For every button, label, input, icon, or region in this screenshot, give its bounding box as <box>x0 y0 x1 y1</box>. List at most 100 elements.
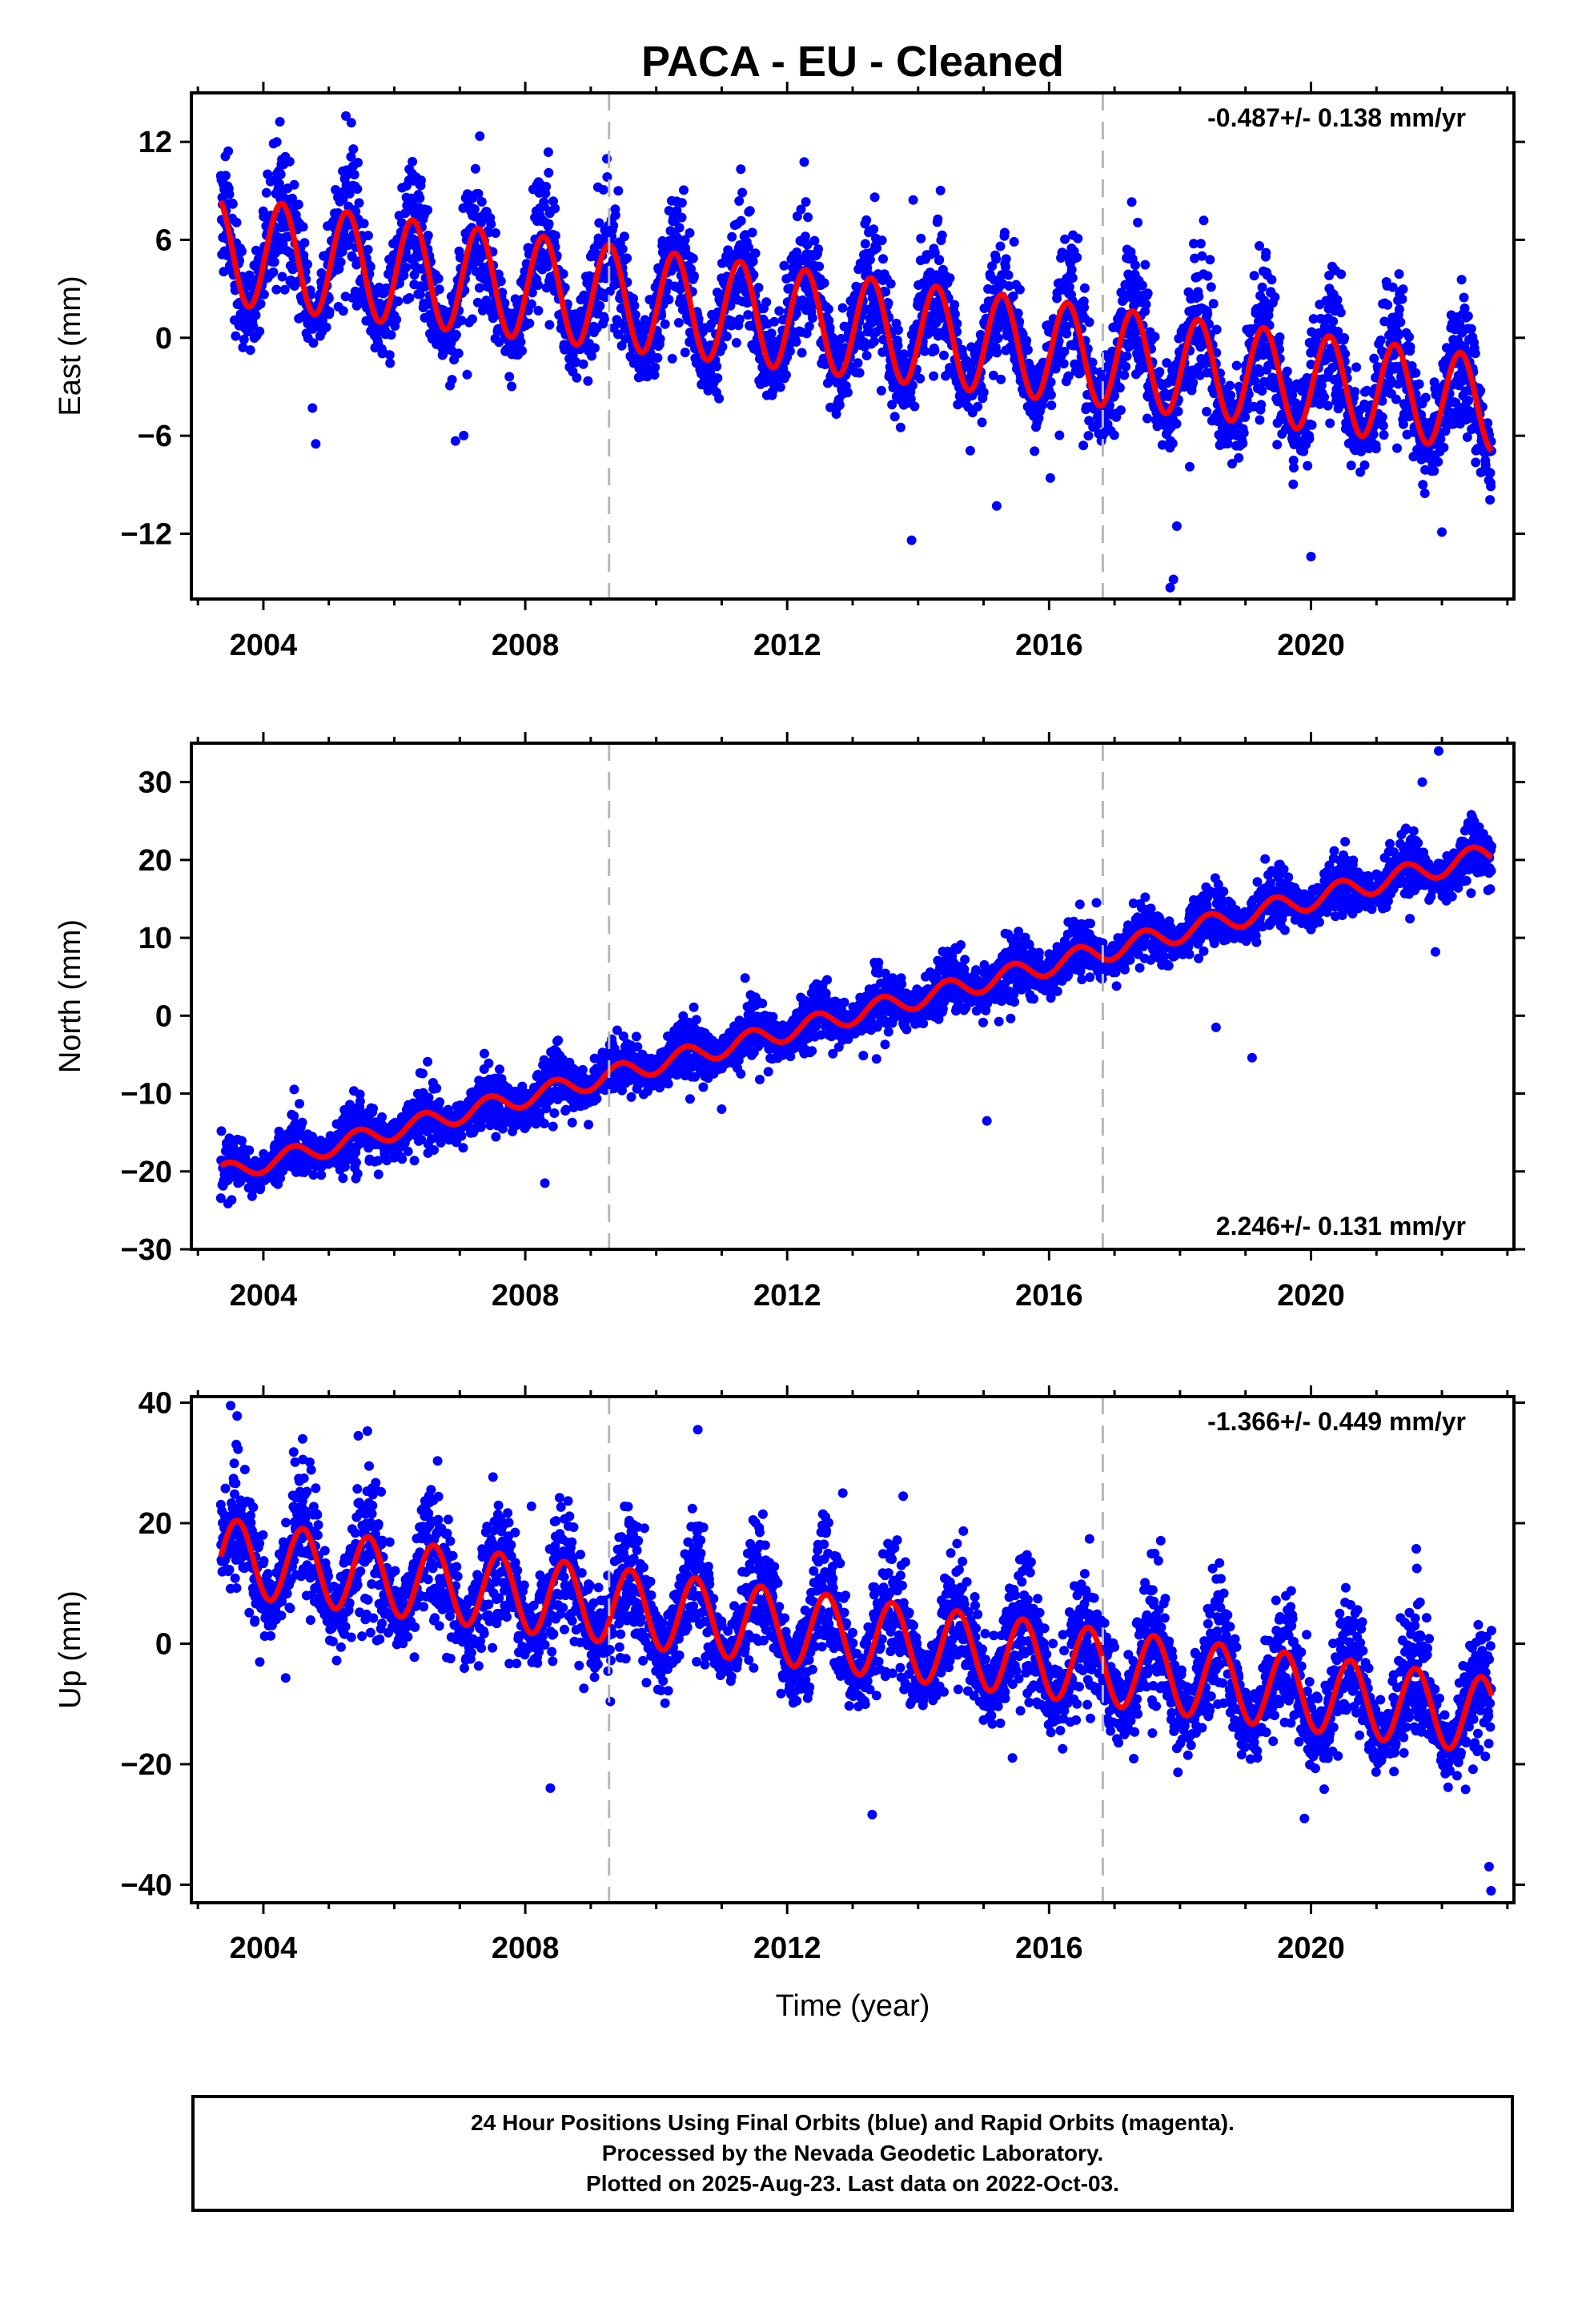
data-point <box>1167 438 1178 448</box>
data-point <box>248 321 259 331</box>
data-point <box>271 137 282 147</box>
data-point <box>945 273 955 283</box>
data-point <box>1272 440 1283 450</box>
data-point <box>368 1104 378 1114</box>
data-point <box>1485 495 1496 505</box>
data-point <box>1257 386 1267 396</box>
figure-title: PACA - EU - Cleaned <box>641 38 1064 86</box>
data-point <box>1203 271 1213 281</box>
data-point <box>352 184 363 194</box>
data-point <box>347 251 357 262</box>
data-point <box>766 328 777 339</box>
data-point <box>504 372 515 382</box>
data-point <box>887 400 897 410</box>
data-point <box>571 357 581 367</box>
data-point <box>819 278 829 288</box>
data-point <box>1275 332 1285 342</box>
data-point <box>432 1084 442 1093</box>
data-point <box>544 167 554 178</box>
data-point <box>299 250 309 260</box>
data-point <box>1240 412 1251 422</box>
data-point <box>1014 284 1025 295</box>
data-point <box>1121 361 1131 372</box>
data-point <box>791 336 801 347</box>
data-point <box>1378 420 1388 431</box>
data-point <box>1323 400 1333 411</box>
data-point <box>1398 284 1408 295</box>
data-point <box>799 157 809 167</box>
data-point <box>403 1146 413 1156</box>
data-point <box>434 284 444 295</box>
data-point <box>1470 348 1480 359</box>
data-point <box>433 273 444 283</box>
data-point <box>689 271 699 281</box>
data-point <box>1456 275 1467 285</box>
data-point <box>1466 324 1476 334</box>
data-point <box>391 315 402 324</box>
data-point <box>533 305 544 316</box>
data-point <box>1419 489 1430 498</box>
data-point <box>237 1136 247 1146</box>
data-point <box>872 243 882 253</box>
data-point <box>416 175 426 186</box>
data-point <box>1332 295 1343 305</box>
data-point <box>743 310 753 320</box>
data-point <box>1003 270 1014 280</box>
data-point <box>275 117 285 127</box>
data-point <box>486 219 496 229</box>
data-point <box>1084 317 1094 328</box>
data-point <box>877 235 887 246</box>
data-point <box>1001 254 1011 264</box>
data-point <box>287 193 297 203</box>
data-point <box>809 235 820 246</box>
data-point <box>1435 434 1446 444</box>
data-point <box>244 1145 255 1156</box>
data-point <box>664 295 674 304</box>
data-point <box>1486 481 1496 492</box>
data-point <box>736 215 746 226</box>
data-point <box>1206 282 1216 292</box>
data-point <box>224 189 235 199</box>
data-point <box>269 257 279 267</box>
data-point <box>747 227 757 238</box>
data-point <box>737 187 748 198</box>
data-point <box>779 260 789 271</box>
data-point <box>834 400 845 410</box>
data-point <box>263 169 273 179</box>
data-point <box>418 1068 428 1079</box>
data-point <box>1054 430 1065 440</box>
data-point <box>1199 215 1209 226</box>
data-point <box>1335 308 1346 318</box>
data-point <box>908 195 918 205</box>
data-point <box>472 297 483 308</box>
data-point <box>869 336 879 347</box>
data-point <box>572 372 582 383</box>
data-point <box>869 192 880 203</box>
data-point <box>677 198 687 208</box>
data-point <box>1231 360 1242 371</box>
data-point <box>950 309 960 320</box>
data-point <box>1255 415 1265 425</box>
data-point <box>727 231 737 242</box>
data-point <box>308 338 319 348</box>
data-point <box>1188 377 1199 388</box>
data-point <box>685 227 695 238</box>
data-point <box>1397 294 1407 304</box>
data-point <box>761 297 772 308</box>
data-point <box>1150 332 1160 342</box>
data-point <box>1414 379 1424 389</box>
data-point <box>999 227 1010 238</box>
data-point <box>656 310 667 320</box>
data-point <box>800 231 810 242</box>
data-point <box>526 299 536 309</box>
data-point <box>279 284 290 295</box>
data-point <box>630 310 640 320</box>
data-point <box>734 314 745 324</box>
data-point <box>408 156 418 167</box>
data-point <box>1030 446 1040 456</box>
data-point <box>451 330 461 340</box>
data-point <box>1202 407 1212 416</box>
data-point <box>930 345 940 356</box>
data-point <box>1394 304 1404 315</box>
data-point <box>453 348 464 359</box>
